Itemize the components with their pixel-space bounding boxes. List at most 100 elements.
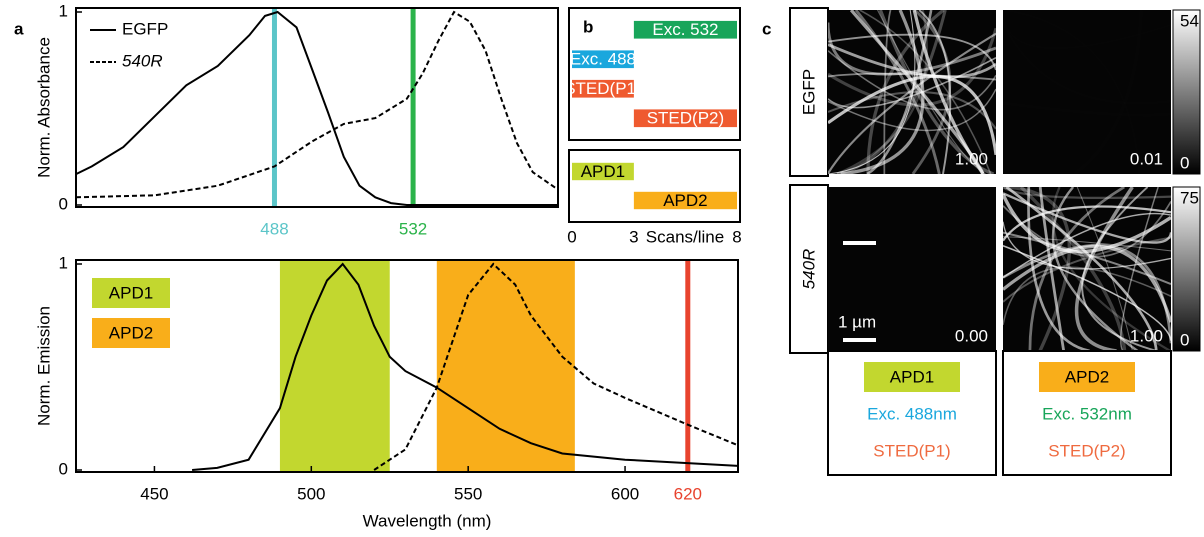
image-content <box>1003 187 1171 351</box>
legend-label: 540R <box>122 51 163 70</box>
legend-label: APD2 <box>109 323 153 342</box>
plot-frame <box>75 7 559 208</box>
colorbar <box>1172 186 1201 352</box>
filament <box>1076 187 1133 351</box>
image-content <box>828 10 996 174</box>
timing-frame <box>568 149 741 223</box>
filament <box>840 10 925 174</box>
image-bg <box>1003 10 1171 174</box>
filament <box>828 91 996 130</box>
panel-label: a <box>14 19 24 38</box>
spectrum-line <box>373 262 739 471</box>
filament <box>849 10 985 174</box>
y-tick-label: 0 <box>59 459 68 478</box>
detection-band <box>436 260 575 472</box>
timing-bar <box>633 109 737 128</box>
filament <box>1003 236 1171 252</box>
filament <box>828 88 996 132</box>
laser-label: 488 <box>260 219 288 238</box>
x-tick-label: 550 <box>454 484 482 503</box>
filament <box>836 10 928 174</box>
filament <box>911 10 952 174</box>
filament <box>883 10 892 174</box>
filament <box>828 32 996 174</box>
spectrum-line <box>75 10 558 206</box>
filament <box>1003 266 1171 326</box>
y-axis-label: Norm. Absorbance <box>34 37 53 178</box>
panel-label: c <box>762 19 771 38</box>
image-bg <box>828 187 996 351</box>
excitation-label: Exc. 488nm <box>867 404 957 423</box>
x-tick-label: 600 <box>611 484 639 503</box>
legend-label: EGFP <box>122 19 168 38</box>
filament <box>1003 245 1171 341</box>
colorbar-max: 75 <box>1180 188 1199 207</box>
detector-swatch <box>1039 362 1135 392</box>
colorbar-min: 0 <box>1180 153 1189 172</box>
row-label: 540R <box>799 249 818 290</box>
image-cell: 0.01 <box>1003 10 1171 174</box>
bar-label: STED(P1) <box>564 79 641 98</box>
detection-band <box>279 260 390 472</box>
timing-bar <box>572 50 634 69</box>
detector-label: APD2 <box>1065 367 1109 386</box>
image-cell: 1.00 <box>828 10 996 174</box>
filament <box>1027 187 1090 351</box>
y-tick-label: 1 <box>59 1 68 20</box>
ratio-label: 1.00 <box>955 149 988 168</box>
filament <box>828 27 996 107</box>
filament <box>1003 187 1171 200</box>
scale-bar-label: 1 µm <box>838 312 876 331</box>
y-tick-label: 1 <box>59 253 68 272</box>
timing-bar <box>572 162 634 181</box>
timing-bar <box>633 20 737 39</box>
filament <box>1003 192 1171 244</box>
colorbar-max: 54 <box>1180 11 1199 30</box>
filament <box>1003 205 1171 242</box>
legend-swatch <box>92 318 170 348</box>
filament <box>1003 212 1171 279</box>
filament <box>828 33 996 71</box>
filament <box>828 50 996 111</box>
x-tick-label: 3 <box>629 227 638 246</box>
ratio-label: 0.01 <box>1130 149 1163 168</box>
channel-box <box>1002 350 1172 476</box>
filament <box>1019 187 1127 351</box>
legend-label: APD1 <box>109 283 153 302</box>
bar-label: APD2 <box>663 191 707 210</box>
plot-frame <box>75 259 739 473</box>
filament <box>1028 187 1125 351</box>
laser-label: 532 <box>399 219 427 238</box>
y-axis-label: Norm. Emission <box>34 306 53 426</box>
spectrum-line <box>192 262 739 471</box>
image-cell: 0.00 <box>828 187 996 351</box>
filament <box>1081 187 1158 351</box>
row-label: EGFP <box>799 69 818 115</box>
filament <box>1120 187 1159 351</box>
panel-label: b <box>583 17 593 36</box>
detector-swatch <box>864 362 960 392</box>
colorbar <box>1172 9 1201 175</box>
x-tick-label: 0 <box>567 227 576 246</box>
filament <box>1038 187 1066 351</box>
channel-box <box>827 350 997 476</box>
ratio-label: 1.00 <box>1130 326 1163 345</box>
image-cell: 1.00 <box>1003 187 1171 351</box>
excitation-label: Exc. 532nm <box>1042 404 1132 423</box>
detector-label: APD1 <box>890 367 934 386</box>
filament <box>878 10 995 174</box>
bar-label: Exc. 532 <box>652 20 718 39</box>
filament <box>1003 243 1171 344</box>
colorbar-min: 0 <box>1180 330 1189 349</box>
filament <box>828 72 996 81</box>
sted-label: STED(P1) <box>873 441 950 460</box>
x-tick-label: 8 <box>732 227 741 246</box>
x-tick-label: 500 <box>297 484 325 503</box>
y-tick-label: 0 <box>59 194 68 213</box>
filament <box>828 57 996 109</box>
bar-label: APD1 <box>581 162 625 181</box>
filament <box>828 22 996 76</box>
timing-bar <box>572 79 634 98</box>
bar-label: Exc. 488 <box>570 50 636 69</box>
